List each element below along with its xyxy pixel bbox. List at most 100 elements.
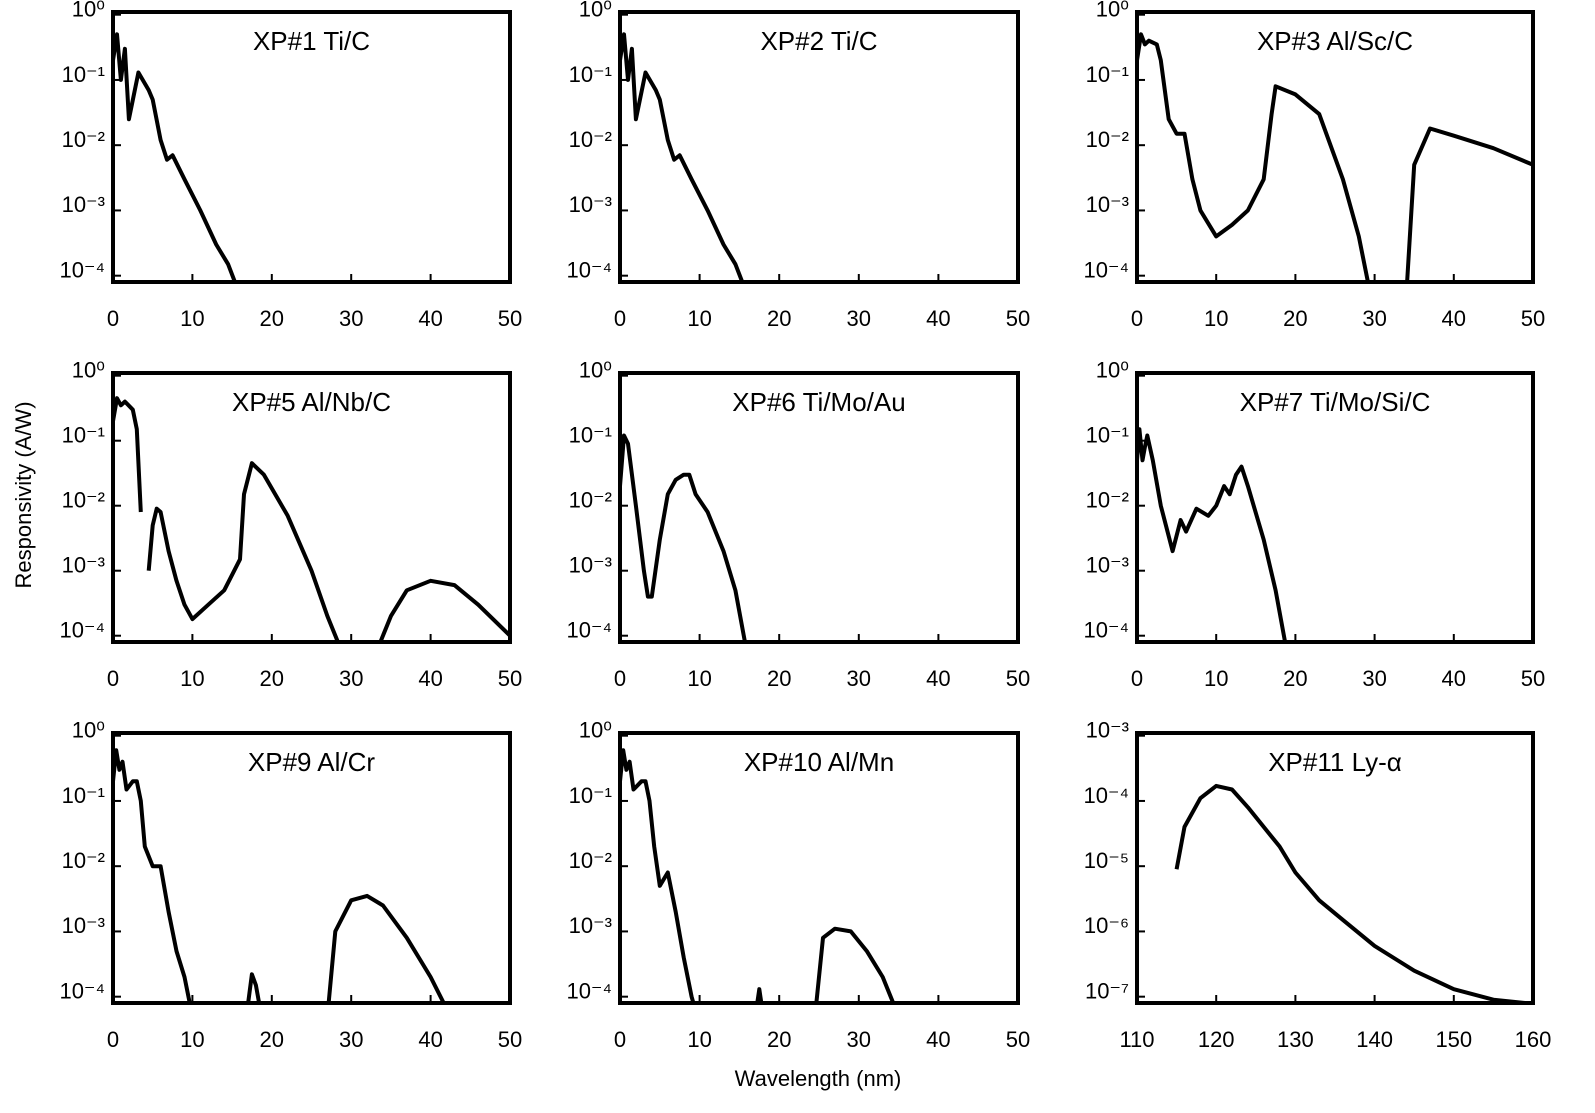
frame bbox=[618, 731, 1020, 1005]
x-tick-label: 50 bbox=[498, 306, 522, 331]
x-tick-label: 10 bbox=[180, 306, 204, 331]
data-line bbox=[113, 748, 446, 1003]
y-tick-label: 10⁻⁴ bbox=[566, 978, 612, 1003]
frame bbox=[1135, 10, 1535, 284]
y-tick-label: 10⁻¹ bbox=[1086, 423, 1129, 448]
frame bbox=[1135, 371, 1535, 644]
y-tick-label: 10⁻³ bbox=[1086, 718, 1129, 743]
x-tick-label: 0 bbox=[1131, 666, 1143, 691]
panel: 0 10 20 30 40 50 10⁰ 10⁻¹ 10⁻² 10⁻³ 10⁻⁴ XP#1 Ti/C bbox=[59, 0, 522, 331]
x-tick-label: 40 bbox=[418, 666, 442, 691]
y-tick-label: 10⁻³ bbox=[569, 913, 612, 938]
y-tick-label: 10⁻³ bbox=[62, 913, 105, 938]
y-tick-label: 10⁻¹ bbox=[62, 423, 105, 448]
y-tick-label: 10⁻³ bbox=[1086, 553, 1129, 578]
y-tick-label: 10⁻⁴ bbox=[1083, 257, 1129, 282]
x-tick-label: 10 bbox=[180, 1027, 204, 1052]
x-tick-label: 140 bbox=[1356, 1027, 1393, 1052]
x-tick-label: 30 bbox=[339, 666, 363, 691]
y-tick-label: 10⁰ bbox=[72, 0, 105, 22]
panel-title: XP#2 Ti/C bbox=[760, 26, 877, 56]
x-tick-label: 20 bbox=[1283, 666, 1307, 691]
data-line bbox=[620, 433, 747, 642]
panel: 0 10 20 30 40 50 10⁰ 10⁻¹ 10⁻² 10⁻³ 10⁻⁴ XP#3 Al/Sc… bbox=[1083, 0, 1545, 331]
y-tick-label: 10⁻² bbox=[62, 848, 105, 873]
y-tick-label: 10⁰ bbox=[579, 0, 612, 22]
panel-title: XP#10 Al/Mn bbox=[744, 747, 894, 777]
data-line bbox=[1174, 783, 1526, 1003]
x-tick-label: 0 bbox=[614, 666, 626, 691]
panel: 0 10 20 30 40 50 10⁰ 10⁻¹ 10⁻² 10⁻³ 10⁻⁴ XP#5 Al/Nb… bbox=[59, 358, 522, 691]
y-tick-label: 10⁰ bbox=[579, 718, 612, 743]
x-tick-label: 20 bbox=[767, 666, 791, 691]
x-tick-label: 150 bbox=[1435, 1027, 1472, 1052]
x-tick-label: 10 bbox=[180, 666, 204, 691]
x-tick-label: 120 bbox=[1198, 1027, 1235, 1052]
y-tick-label: 10⁰ bbox=[1096, 0, 1129, 22]
x-tick-label: 50 bbox=[1006, 666, 1030, 691]
panel-title: XP#9 Al/Cr bbox=[248, 747, 376, 777]
y-tick-label: 10⁻¹ bbox=[62, 783, 105, 808]
frame bbox=[111, 731, 512, 1005]
x-tick-label: 110 bbox=[1119, 1027, 1154, 1052]
frame bbox=[618, 371, 1020, 644]
data-line bbox=[620, 748, 896, 1003]
panel: 0 10 20 30 40 50 10⁰ 10⁻¹ 10⁻² 10⁻³ 10⁻⁴ XP#2 Ti/C bbox=[566, 0, 1030, 331]
y-tick-label: 10⁰ bbox=[72, 358, 105, 383]
y-tick-label: 10⁰ bbox=[1096, 358, 1129, 383]
x-tick-label: 50 bbox=[1521, 306, 1545, 331]
y-tick-label: 10⁻⁴ bbox=[59, 257, 105, 282]
panel-title: XP#3 Al/Sc/C bbox=[1257, 26, 1413, 56]
data-line bbox=[1137, 32, 1533, 282]
panel-title: XP#1 Ti/C bbox=[253, 26, 370, 56]
x-tick-label: 40 bbox=[926, 306, 950, 331]
panel: 0 10 20 30 40 50 10⁰ 10⁻¹ 10⁻² 10⁻³ 10⁻⁴ XP#6 Ti/Mo… bbox=[566, 358, 1030, 691]
y-tick-label: 10⁻⁶ bbox=[1084, 913, 1129, 938]
x-tick-label: 130 bbox=[1277, 1027, 1314, 1052]
y-axis-label: Responsivity (A/W) bbox=[11, 401, 36, 588]
y-tick-label: 10⁻¹ bbox=[569, 62, 612, 87]
x-tick-label: 40 bbox=[418, 306, 442, 331]
y-tick-label: 10⁻³ bbox=[62, 553, 105, 578]
x-tick-label: 40 bbox=[926, 1027, 950, 1052]
data-line bbox=[113, 32, 238, 282]
x-tick-label: 20 bbox=[260, 306, 284, 331]
x-tick-label: 50 bbox=[1521, 666, 1545, 691]
y-tick-label: 10⁻⁴ bbox=[566, 257, 612, 282]
x-tick-label: 0 bbox=[614, 306, 626, 331]
y-tick-label: 10⁻² bbox=[1086, 127, 1129, 152]
y-tick-label: 10⁻² bbox=[1086, 488, 1129, 513]
x-tick-label: 20 bbox=[260, 666, 284, 691]
x-tick-label: 10 bbox=[687, 1027, 711, 1052]
x-tick-label: 30 bbox=[339, 306, 363, 331]
x-tick-label: 30 bbox=[847, 306, 871, 331]
y-tick-label: 10⁻⁷ bbox=[1085, 978, 1129, 1003]
y-tick-label: 10⁻³ bbox=[569, 192, 612, 217]
frame bbox=[618, 10, 1020, 284]
panel: 0 10 20 30 40 50 10⁰ 10⁻¹ 10⁻² 10⁻³ 10⁻⁴ XP#10 Al/M… bbox=[566, 718, 1030, 1052]
panel-title: XP#6 Ti/Mo/Au bbox=[732, 387, 905, 417]
x-axis-label: Wavelength (nm) bbox=[735, 1066, 902, 1091]
x-tick-label: 10 bbox=[1204, 306, 1228, 331]
y-tick-label: 10⁻⁵ bbox=[1084, 848, 1129, 873]
data-line bbox=[113, 396, 510, 642]
panel-title: XP#11 Ly-α bbox=[1268, 747, 1402, 777]
x-tick-label: 40 bbox=[1442, 666, 1466, 691]
data-line bbox=[620, 32, 745, 282]
x-tick-label: 50 bbox=[498, 1027, 522, 1052]
x-tick-label: 50 bbox=[1006, 306, 1030, 331]
y-tick-label: 10⁻¹ bbox=[62, 62, 105, 87]
y-tick-label: 10⁻² bbox=[62, 127, 105, 152]
x-tick-label: 0 bbox=[614, 1027, 626, 1052]
data-line bbox=[1137, 427, 1288, 642]
frame bbox=[1135, 731, 1535, 1005]
x-tick-label: 20 bbox=[767, 306, 791, 331]
panel-title: XP#5 Al/Nb/C bbox=[232, 387, 391, 417]
panel: 0 10 20 30 40 50 10⁰ 10⁻¹ 10⁻² 10⁻³ 10⁻⁴ XP#9 Al/Cr bbox=[59, 718, 522, 1052]
y-tick-label: 10⁻² bbox=[569, 127, 612, 152]
frame bbox=[111, 371, 512, 644]
x-tick-label: 10 bbox=[687, 666, 711, 691]
y-tick-label: 10⁻⁴ bbox=[1083, 618, 1129, 643]
x-tick-label: 0 bbox=[1131, 306, 1143, 331]
x-tick-label: 20 bbox=[1283, 306, 1307, 331]
